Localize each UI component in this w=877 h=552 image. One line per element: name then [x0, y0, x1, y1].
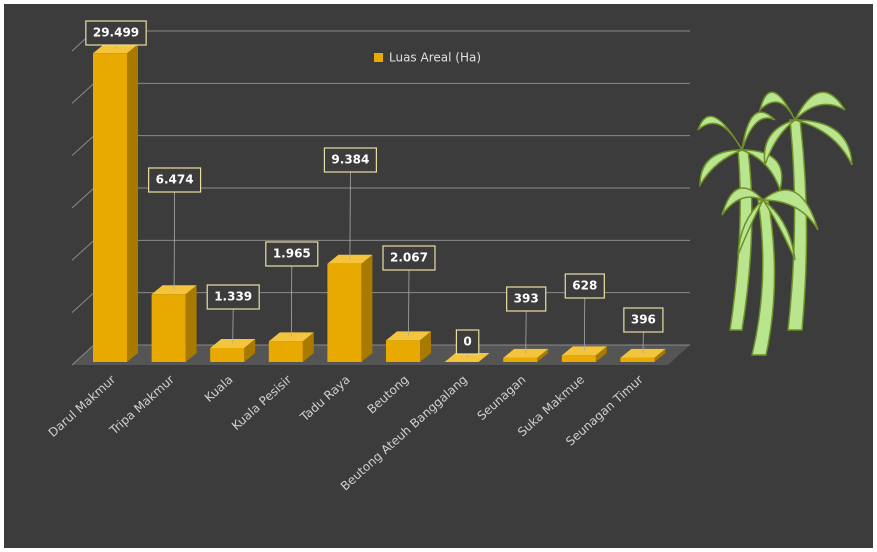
legend-swatch — [374, 53, 383, 62]
bar-side — [185, 285, 197, 362]
bar-front — [151, 294, 186, 362]
bar-side — [361, 254, 373, 362]
value-label: 396 — [631, 313, 656, 327]
leader-line — [115, 44, 117, 49]
leader-line — [173, 191, 176, 290]
value-label: 1.339 — [214, 290, 252, 304]
palm-trees — [697, 91, 853, 356]
value-label: 393 — [514, 292, 539, 306]
grid-line-side — [71, 344, 95, 366]
bar-side — [302, 332, 314, 362]
grid-line-side — [71, 292, 95, 314]
value-label-box — [206, 284, 260, 310]
background — [4, 4, 873, 548]
leader-line — [408, 269, 410, 336]
bar — [327, 254, 373, 362]
bar-side — [244, 338, 256, 362]
bar-side — [654, 348, 666, 362]
bar-front — [561, 355, 596, 362]
value-label-box — [564, 273, 605, 299]
value-label: 29.499 — [93, 26, 139, 40]
bar-side — [595, 346, 607, 362]
leader-line — [290, 265, 293, 337]
value-label: 0 — [463, 335, 471, 349]
bar — [151, 285, 197, 362]
value-label-box — [506, 286, 547, 312]
bar-side — [127, 44, 138, 362]
grid-line-side — [71, 239, 95, 261]
bar-front — [620, 357, 655, 362]
bar-front — [210, 347, 245, 362]
bar — [210, 338, 256, 362]
value-label: 2.067 — [390, 251, 428, 265]
leader-line — [583, 297, 586, 351]
value-label-box — [323, 147, 377, 173]
bar-front — [503, 357, 538, 362]
value-label: 6.474 — [156, 173, 194, 187]
value-label: 9.384 — [331, 153, 369, 167]
bar-front — [93, 53, 127, 362]
bar — [386, 331, 431, 362]
bar-front — [386, 340, 420, 362]
grid-line-side — [71, 187, 95, 209]
bar-front — [268, 341, 303, 362]
leader-line — [642, 331, 644, 354]
value-label: 1.965 — [273, 247, 311, 261]
bar-side — [537, 348, 549, 362]
value-label-box — [623, 307, 664, 333]
bar — [93, 44, 138, 362]
leader-line — [232, 308, 234, 344]
value-label-box — [85, 20, 147, 46]
value-label: 628 — [572, 279, 597, 293]
grid-line-side — [71, 82, 95, 104]
value-label-box — [265, 241, 319, 267]
leader-line — [349, 171, 351, 260]
bar-side — [420, 331, 431, 362]
value-label-box — [148, 167, 202, 193]
value-label-box — [455, 329, 480, 355]
value-label-box — [382, 245, 436, 271]
bar-front — [327, 263, 362, 362]
leader-line — [525, 310, 527, 354]
legend-label: Luas Areal (Ha) — [389, 51, 481, 65]
grid-line-side — [71, 135, 95, 157]
